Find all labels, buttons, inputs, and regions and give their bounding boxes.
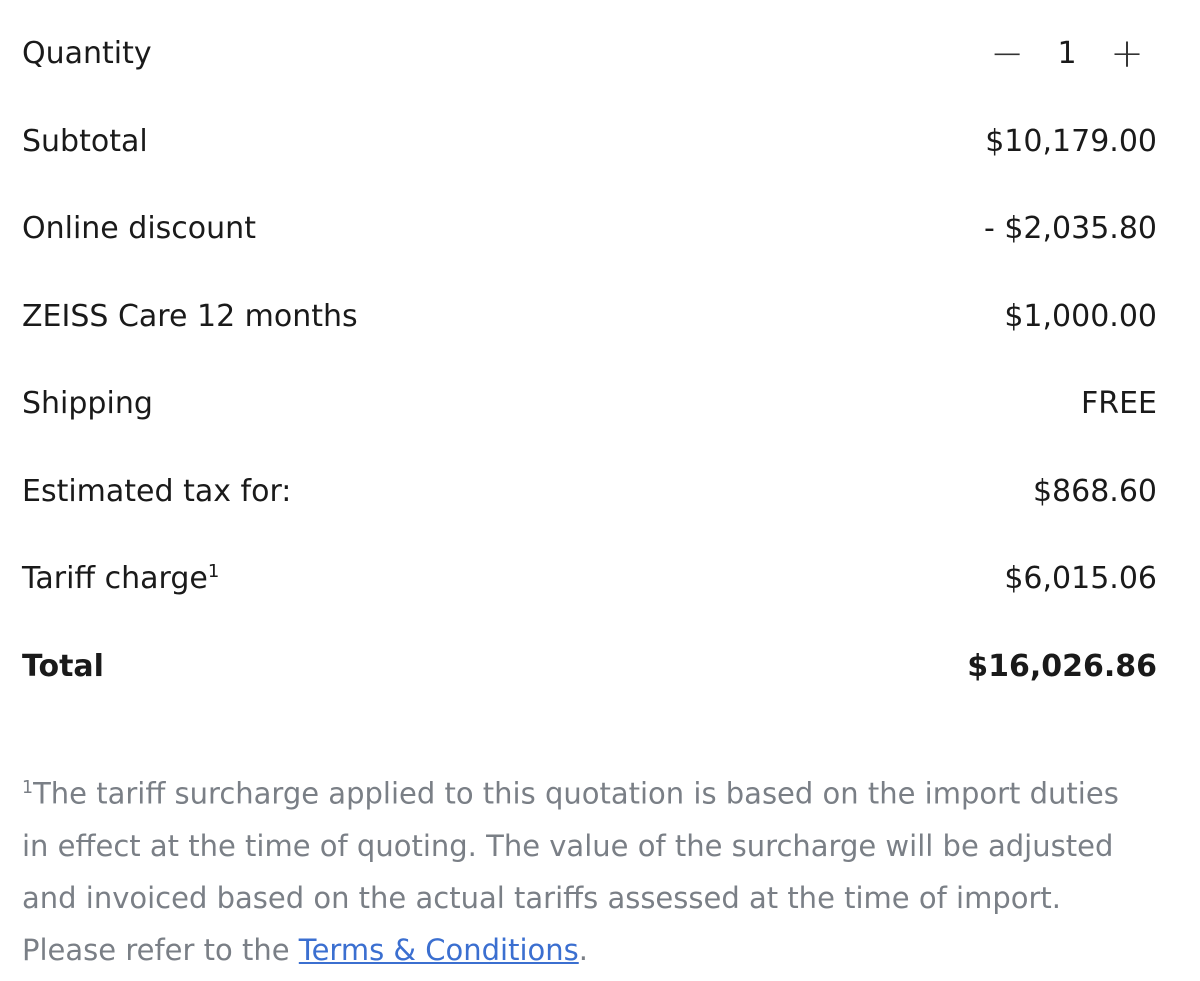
footnote-end: . xyxy=(578,932,588,967)
row-value: $10,179.00 xyxy=(985,123,1157,159)
quantity-stepper: − 1 + xyxy=(977,31,1157,77)
decrease-quantity-button[interactable]: − xyxy=(990,30,1024,77)
total-value: $16,026.86 xyxy=(967,648,1157,684)
tax-row: Estimated tax for: $868.60 xyxy=(22,448,1157,536)
quantity-label: Quantity xyxy=(22,36,152,72)
row-value: - $2,035.80 xyxy=(983,211,1157,247)
footnote-text: The tariff surcharge applied to this quo… xyxy=(22,776,1119,967)
care-row: ZEISS Care 12 months $1,000.00 xyxy=(22,273,1157,361)
row-value: FREE xyxy=(1080,386,1157,422)
row-label: Subtotal xyxy=(22,123,148,159)
row-value: $868.60 xyxy=(1032,473,1157,509)
subtotal-row: Subtotal $10,179.00 xyxy=(22,98,1157,186)
footnote-marker: 1 xyxy=(22,778,34,798)
quantity-value: 1 xyxy=(1057,36,1077,72)
tariff-row: Tariff charge1 $6,015.06 xyxy=(22,535,1157,623)
terms-link[interactable]: Terms & Conditions xyxy=(298,932,579,967)
total-label: Total xyxy=(22,648,104,684)
row-value: $1,000.00 xyxy=(1004,298,1157,334)
row-label: ZEISS Care 12 months xyxy=(22,298,358,334)
increase-quantity-button[interactable]: + xyxy=(1110,30,1144,77)
order-summary: Quantity − 1 + Subtotal $10,179.00 Online… xyxy=(22,0,1157,710)
total-row: Total $16,026.86 xyxy=(22,623,1157,711)
shipping-row: Shipping FREE xyxy=(22,360,1157,448)
row-label: Online discount xyxy=(22,211,256,247)
row-label: Shipping xyxy=(22,386,153,422)
quantity-row: Quantity − 1 + xyxy=(22,10,1157,98)
footnote-marker: 1 xyxy=(207,561,220,583)
discount-row: Online discount - $2,035.80 xyxy=(22,185,1157,273)
row-label: Estimated tax for: xyxy=(22,473,292,509)
row-label: Tariff charge xyxy=(22,561,208,597)
row-value: $6,015.06 xyxy=(1004,561,1157,597)
tariff-footnote: 1The tariff surcharge applied to this qu… xyxy=(22,762,1145,976)
